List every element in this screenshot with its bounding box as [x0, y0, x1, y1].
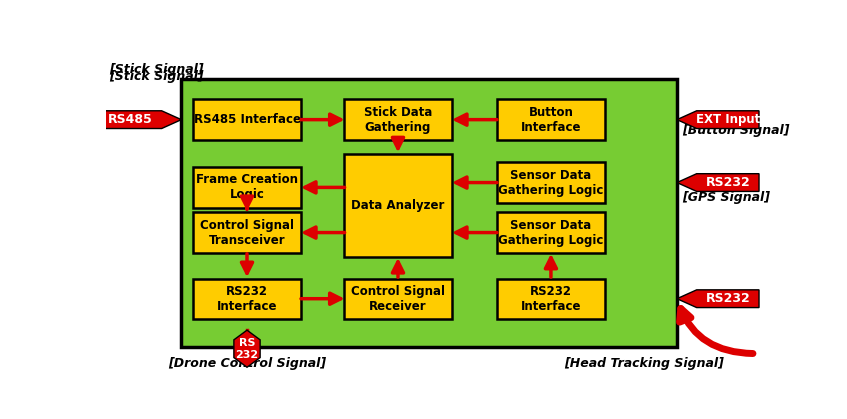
Text: [Stick Signal]: [Stick Signal]	[109, 70, 204, 83]
FancyBboxPatch shape	[193, 279, 302, 319]
Text: [Button Signal]: [Button Signal]	[682, 124, 789, 137]
Text: RS232
Interface: RS232 Interface	[217, 285, 277, 313]
Text: RS485 Interface: RS485 Interface	[193, 113, 301, 126]
Text: Control Signal
Receiver: Control Signal Receiver	[351, 285, 445, 313]
FancyBboxPatch shape	[344, 153, 452, 257]
FancyBboxPatch shape	[344, 99, 452, 140]
FancyBboxPatch shape	[193, 167, 302, 207]
FancyBboxPatch shape	[497, 279, 605, 319]
Text: RS
232: RS 232	[235, 338, 258, 360]
Text: [GPS Signal]: [GPS Signal]	[682, 191, 770, 204]
Text: Sensor Data
Gathering Logic: Sensor Data Gathering Logic	[498, 219, 604, 246]
Text: Sensor Data
Gathering Logic: Sensor Data Gathering Logic	[498, 168, 604, 197]
FancyBboxPatch shape	[193, 99, 302, 140]
Polygon shape	[677, 290, 759, 308]
Text: [Head Tracking Signal]: [Head Tracking Signal]	[564, 357, 724, 370]
Polygon shape	[677, 111, 759, 129]
Text: [Stick Signal]: [Stick Signal]	[109, 63, 204, 76]
Text: Control Signal
Transceiver: Control Signal Transceiver	[200, 219, 294, 246]
Polygon shape	[234, 330, 260, 367]
Text: Button
Interface: Button Interface	[521, 106, 581, 134]
FancyBboxPatch shape	[497, 212, 605, 253]
FancyBboxPatch shape	[497, 99, 605, 140]
Text: RS232: RS232	[706, 292, 750, 305]
FancyBboxPatch shape	[181, 79, 677, 347]
Text: EXT Input: EXT Input	[695, 113, 760, 126]
Text: Stick Data
Gathering: Stick Data Gathering	[364, 106, 432, 134]
Polygon shape	[677, 174, 759, 191]
Text: RS485: RS485	[108, 113, 152, 126]
FancyBboxPatch shape	[344, 279, 452, 319]
FancyBboxPatch shape	[193, 212, 302, 253]
Polygon shape	[99, 111, 181, 129]
Text: RS232: RS232	[706, 176, 750, 189]
Text: Frame Creation
Logic: Frame Creation Logic	[196, 173, 298, 202]
Text: RS232
Interface: RS232 Interface	[521, 285, 581, 313]
FancyBboxPatch shape	[497, 163, 605, 203]
Text: Data Analyzer: Data Analyzer	[352, 199, 445, 212]
Text: [Drone Control Signal]: [Drone Control Signal]	[168, 357, 326, 370]
